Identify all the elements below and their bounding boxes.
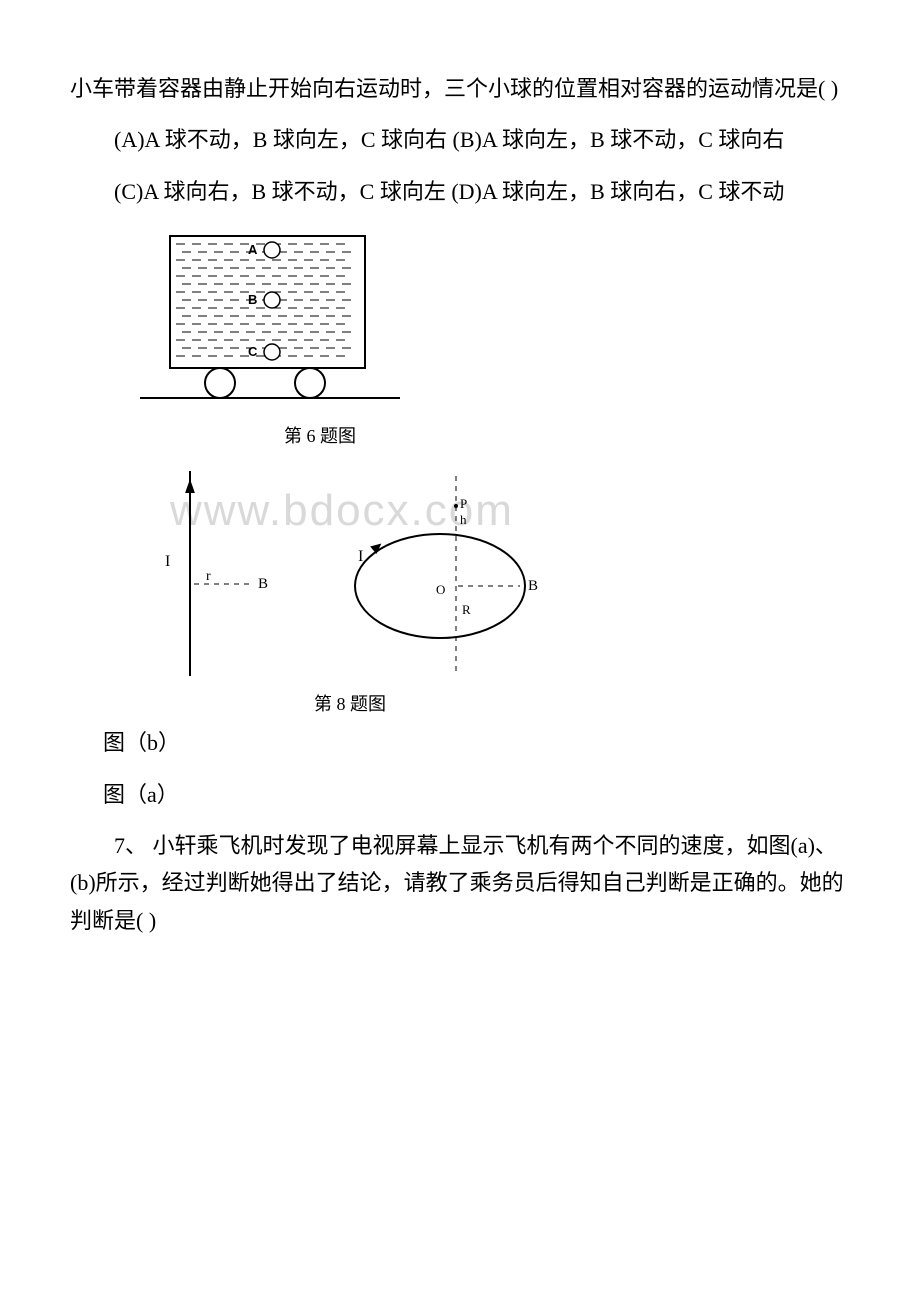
svg-text:B: B	[248, 292, 257, 307]
option-line-ab: (A)A 球不动，B 球向左，C 球向右 (B)A 球向左，B 球不动，C 球向…	[70, 121, 850, 158]
question-7: 7、 小轩乘飞机时发现了电视屏幕上显示飞机有两个不同的速度，如图(a)、(b)所…	[70, 827, 850, 939]
figure-8-caption: 第 8 题图	[140, 690, 560, 716]
option-line-cd: (C)A 球向右，B 球不动，C 球向左 (D)A 球向左，B 球向右，C 球不…	[70, 173, 850, 210]
svg-text:r: r	[206, 569, 211, 584]
svg-text:P: P	[460, 496, 467, 511]
figure-6-caption: 第 6 题图	[140, 422, 500, 448]
svg-text:C: C	[248, 344, 258, 359]
figure-6-svg: A B C	[140, 228, 400, 418]
svg-text:I: I	[358, 548, 363, 565]
svg-text:B: B	[528, 578, 538, 594]
sub-caption-a: 图（a）	[103, 776, 850, 813]
svg-text:A: A	[248, 242, 258, 257]
figure-8-svg: Ir B I Ph O R B	[140, 466, 560, 686]
figure-6-container: A B C 第 6 题图	[140, 228, 850, 448]
sub-caption-b: 图（b）	[103, 724, 850, 761]
svg-text:I: I	[165, 553, 170, 570]
svg-text:O: O	[436, 582, 445, 597]
paragraph-lead: 小车带着容器由静止开始向右运动时，三个小球的位置相对容器的运动情况是( )	[70, 70, 850, 107]
figure-8-container: www.bdocx.com IrBIPhORB 第 8 题图	[140, 466, 850, 716]
svg-text:R: R	[462, 602, 471, 617]
svg-text:B: B	[258, 576, 268, 592]
svg-text:h: h	[460, 512, 467, 527]
